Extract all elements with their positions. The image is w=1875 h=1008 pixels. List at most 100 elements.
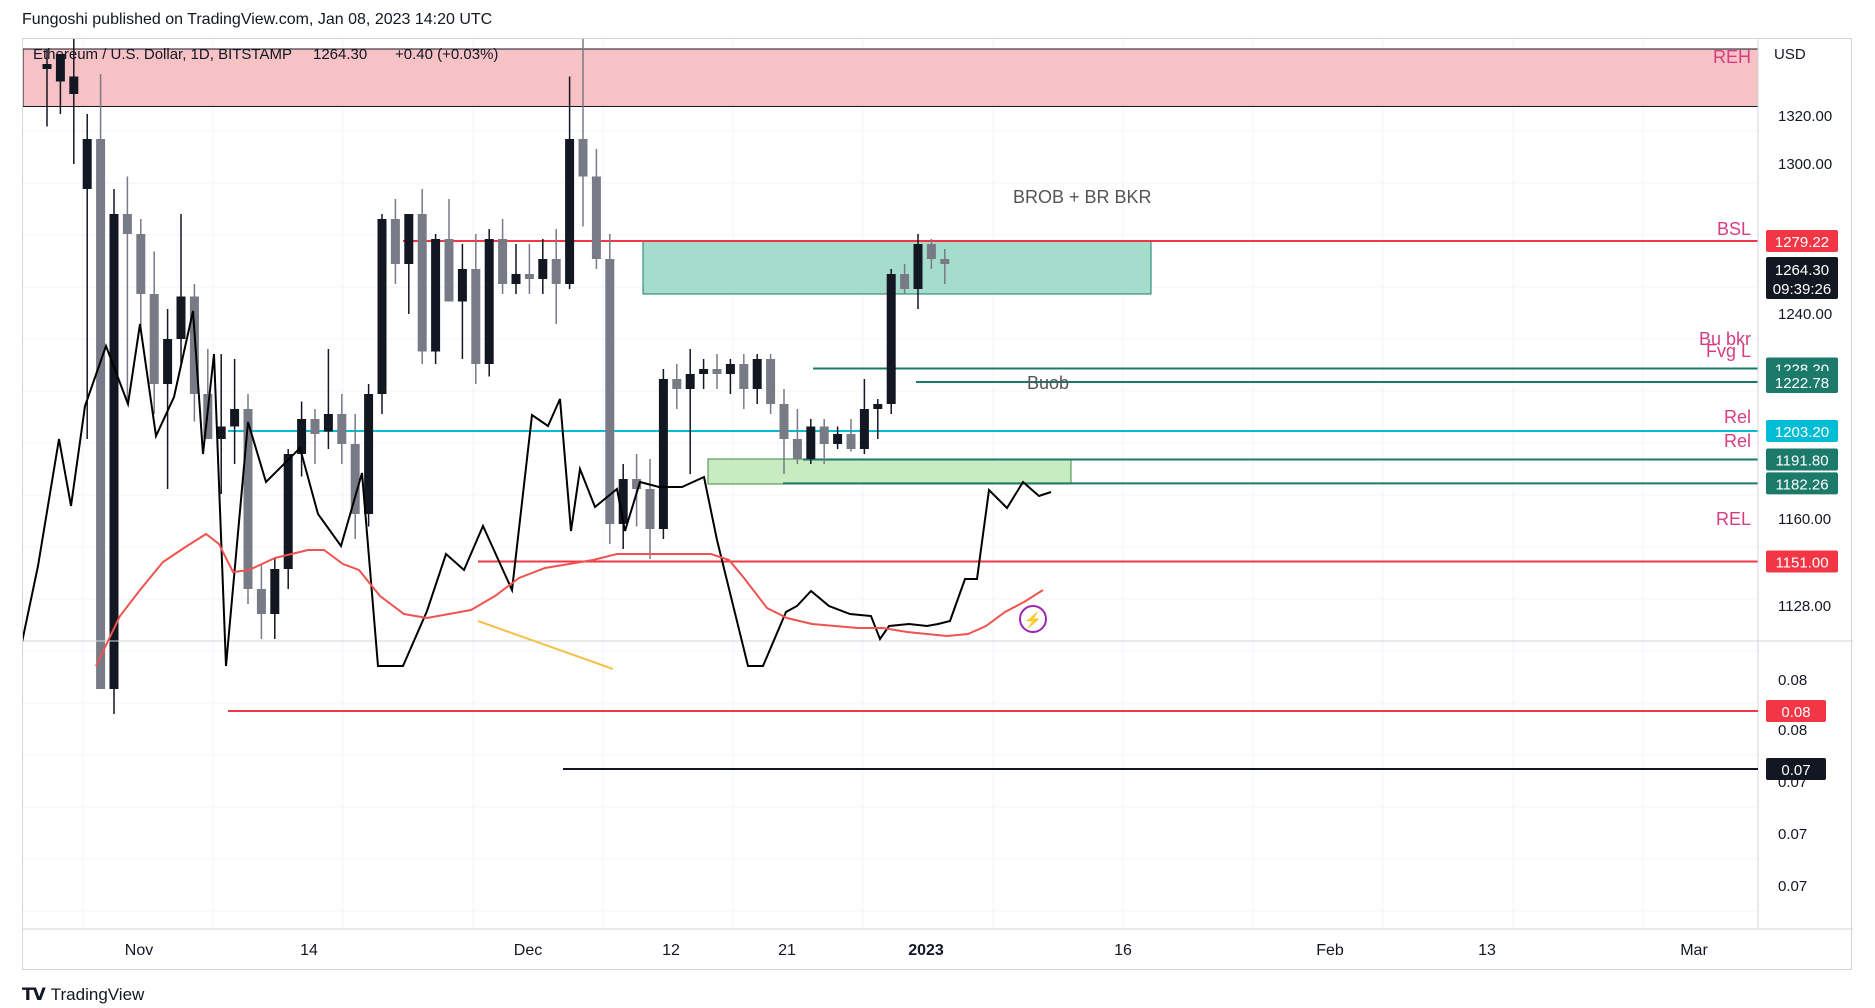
candle-body xyxy=(618,479,628,524)
axis-price-tag xyxy=(1766,550,1838,573)
level-text-bsl: BSL xyxy=(1717,219,1751,239)
candle-body xyxy=(310,419,320,434)
x-tick-label: Dec xyxy=(514,942,542,959)
candle-body xyxy=(431,239,441,352)
osc-y-tick-label: 0.08 xyxy=(1778,672,1807,689)
candle-body xyxy=(524,274,534,279)
x-tick-label: Nov xyxy=(125,942,153,959)
y-tick-label: 1128.00 xyxy=(1778,598,1831,615)
level-text-rel: Rel xyxy=(1724,407,1751,427)
axis-price-label: 1182.26 xyxy=(1775,476,1828,493)
x-tick-label: 14 xyxy=(300,942,318,959)
candle-body xyxy=(926,244,936,259)
annotation-brob: BROB + BR BKR xyxy=(1013,187,1152,207)
currency-label[interactable]: USD xyxy=(1774,46,1806,63)
candle-body xyxy=(699,369,709,374)
lightning-icon[interactable] xyxy=(1019,605,1047,633)
candle-body xyxy=(913,244,923,289)
candle-body xyxy=(337,414,347,444)
axis-price-tag xyxy=(1766,472,1838,495)
osc-black-tag xyxy=(1766,758,1826,780)
tradingview-logo-icon[interactable]: TV xyxy=(22,985,46,1005)
level-text-fvg-l: Fvg L xyxy=(1706,341,1751,361)
candle-body xyxy=(672,379,682,389)
level-text-bu-bkr: Bu bkr xyxy=(1699,329,1751,349)
level-text-rel2: Rel xyxy=(1724,431,1751,451)
y-tick-label: 1160.00 xyxy=(1778,511,1831,528)
axis-price-tag xyxy=(1766,229,1838,252)
candle-body xyxy=(511,274,521,284)
candle-body xyxy=(538,259,548,279)
chart-title: Ethereum / U.S. Dollar, 1D, BITSTAMP xyxy=(33,46,292,63)
candle-body xyxy=(69,76,79,94)
price-chart[interactable]: Ethereum / U.S. Dollar, 1D, BITSTAMP 1264… xyxy=(23,39,1853,971)
candle-body xyxy=(591,176,601,259)
axis-price-tag xyxy=(1766,420,1838,442)
candle-body xyxy=(216,426,226,439)
candle-body xyxy=(833,434,843,444)
chart-frame: Ethereum / U.S. Dollar, 1D, BITSTAMP 1264… xyxy=(22,38,1853,971)
candle-body xyxy=(350,444,360,514)
annotation-buob: Buob xyxy=(1027,373,1069,393)
candle-body xyxy=(136,234,146,294)
candle-body xyxy=(739,364,749,389)
axis-price-tag xyxy=(1766,448,1838,471)
x-tick-label: 21 xyxy=(778,942,796,959)
osc-y-tick-label: 0.07 xyxy=(1778,826,1807,843)
candle-body xyxy=(886,274,896,404)
lightning-glyph: ⚡ xyxy=(1024,611,1043,629)
candle-body xyxy=(605,259,615,524)
level-text-rel: REL xyxy=(1716,509,1751,529)
candle-body xyxy=(297,419,307,454)
y-tick-label: 1240.00 xyxy=(1778,306,1832,323)
brand-name[interactable]: TradingView xyxy=(50,985,145,1004)
candle-body xyxy=(323,414,333,432)
oscillator-signal-line xyxy=(95,532,1044,667)
axis-price-label: 1279.22 xyxy=(1775,234,1829,251)
candle-body xyxy=(256,589,266,614)
x-tick-label: 16 xyxy=(1114,942,1132,959)
countdown-label: 09:39:26 xyxy=(1773,281,1831,298)
candle-body xyxy=(149,294,159,384)
osc-y-tick-label: 0.08 xyxy=(1778,722,1807,739)
candle-body xyxy=(565,139,575,284)
x-tick-label: Feb xyxy=(1316,942,1344,959)
candle-body xyxy=(230,409,240,427)
axis-price-label: 1222.78 xyxy=(1775,375,1829,392)
candle-body xyxy=(457,269,467,302)
y-tick-label: 1300.00 xyxy=(1778,156,1832,173)
price-change-text: +0.40 (+0.03%) xyxy=(395,46,498,63)
zone-buob xyxy=(707,458,1072,485)
candle-body xyxy=(873,404,883,409)
zone-brob-br-bkr xyxy=(642,240,1152,295)
candle-body xyxy=(471,269,481,364)
candle-body xyxy=(390,219,400,264)
publish-header: Fungoshi published on TradingView.com, J… xyxy=(22,11,493,28)
candle-body xyxy=(779,404,789,439)
osc-y-tick-label: 0.07 xyxy=(1778,774,1807,791)
y-tick-label: 1320.00 xyxy=(1778,108,1832,125)
candle-body xyxy=(444,239,454,302)
candle-body xyxy=(632,479,642,489)
candle-body xyxy=(806,426,816,459)
candle-body xyxy=(645,489,655,529)
candle-body xyxy=(940,259,950,264)
axis-price-label: 1191.80 xyxy=(1775,453,1828,470)
candle-body xyxy=(752,359,762,389)
x-tick-label: 2023 xyxy=(908,942,944,959)
candle-body xyxy=(859,409,869,449)
candle-body xyxy=(176,296,186,339)
zone-reh xyxy=(23,48,1759,107)
candle-body xyxy=(404,214,414,264)
candle-body xyxy=(819,426,829,444)
candle-body xyxy=(122,214,132,234)
candle-body xyxy=(792,439,802,459)
candle-body xyxy=(42,64,52,69)
candle-body xyxy=(551,259,561,284)
x-tick-label: 13 xyxy=(1478,942,1496,959)
candle-body xyxy=(484,239,494,364)
candle-body xyxy=(900,274,910,289)
osc-black-label: 0.07 xyxy=(1781,762,1810,779)
candle-body xyxy=(109,214,119,689)
candle-body xyxy=(55,54,65,82)
